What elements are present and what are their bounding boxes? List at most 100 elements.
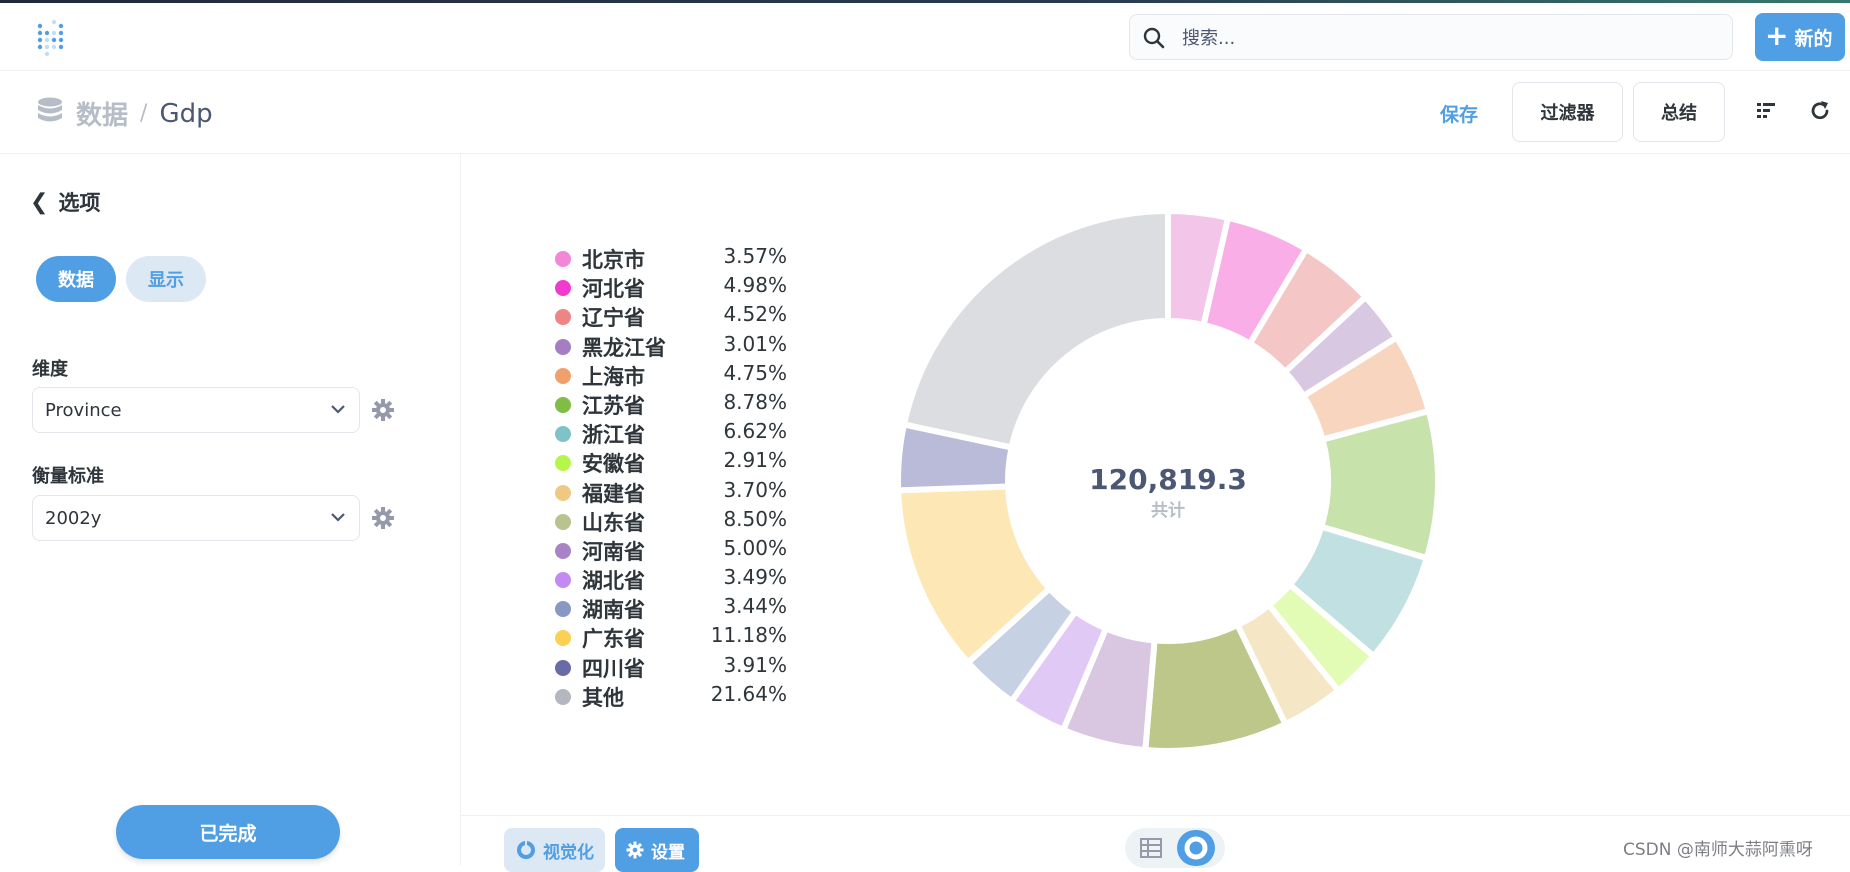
legend-item[interactable]: 山东省 8.50% <box>555 507 787 536</box>
measure-select[interactable]: 2002y <box>32 495 360 541</box>
donut-slice[interactable] <box>900 207 1171 452</box>
legend-percent: 11.18% <box>710 623 787 648</box>
visualization-label: 视觉化 <box>543 842 594 863</box>
notebook-editor-icon[interactable] <box>1754 98 1780 124</box>
legend-swatch <box>555 484 571 501</box>
legend-percent: 6.62% <box>723 419 787 444</box>
save-button[interactable]: 保存 <box>1440 104 1479 126</box>
legend-label: 四川省 <box>582 656 645 681</box>
database-icon <box>38 97 62 122</box>
donut-chart-icon <box>517 841 535 859</box>
legend-label: 湖北省 <box>582 569 645 594</box>
view-toggle[interactable] <box>1125 828 1225 868</box>
legend-percent: 4.98% <box>723 273 787 298</box>
legend-item[interactable]: 湖北省 3.49% <box>555 565 787 594</box>
back-to-options[interactable]: ❮ 选项 <box>30 187 100 217</box>
legend-percent: 3.91% <box>723 652 787 677</box>
legend-swatch <box>555 572 571 589</box>
watermark-text: CSDN @南师大蒜阿熏呀 <box>1623 840 1813 860</box>
chart-settings-sidebar: ❮ 选项 数据 显示 维度 Province 衡量标准 2002y 已完成 <box>0 154 461 866</box>
legend-swatch <box>555 251 571 267</box>
legend-percent: 5.00% <box>723 535 787 560</box>
done-button[interactable]: 已完成 <box>116 805 340 859</box>
legend-percent: 3.57% <box>723 244 787 268</box>
legend-swatch <box>555 659 571 676</box>
legend-percent: 2.91% <box>723 448 787 473</box>
legend-label: 辽宁省 <box>582 306 645 331</box>
legend-percent: 3.44% <box>723 594 787 619</box>
legend-item[interactable]: 浙江省 6.62% <box>555 419 787 448</box>
legend-swatch <box>555 280 571 297</box>
legend-item[interactable]: 江苏省 8.78% <box>555 390 787 419</box>
legend-percent: 8.78% <box>723 389 787 414</box>
dimension-label: 维度 <box>32 359 68 380</box>
chart-area: 北京市 3.57% 河北省 4.98% 辽宁省 4.52% 黑龙江省 3.01% 上海市 4.75… <box>461 154 1850 814</box>
legend-item[interactable]: 河北省 4.98% <box>555 273 787 302</box>
table-icon[interactable] <box>1139 836 1163 860</box>
metabase-logo-icon[interactable] <box>34 18 74 58</box>
search-input[interactable] <box>1180 23 1704 53</box>
legend-percent: 3.01% <box>723 331 787 356</box>
bottom-bar: 视觉化 设置 <box>461 815 1850 872</box>
dimension-select[interactable]: Province <box>32 387 360 433</box>
legend-percent: 3.49% <box>723 565 787 590</box>
legend-item[interactable]: 河南省 5.00% <box>555 536 787 565</box>
legend-swatch <box>555 688 571 705</box>
legend-label: 河南省 <box>582 539 645 564</box>
legend-label: 浙江省 <box>582 423 645 448</box>
legend-item[interactable]: 辽宁省 4.52% <box>555 302 787 331</box>
chart-legend: 北京市 3.57% 河北省 4.98% 辽宁省 4.52% 黑龙江省 3.01% 上海市 4.75… <box>555 244 787 711</box>
measure-value: 2002y <box>45 507 102 529</box>
breadcrumb-table[interactable]: Gdp <box>159 98 213 129</box>
refresh-icon[interactable] <box>1807 98 1833 124</box>
legend-label: 广东省 <box>582 627 645 652</box>
plus-icon: + <box>1765 18 1789 52</box>
legend-label: 湖南省 <box>582 598 645 623</box>
legend-item[interactable]: 福建省 3.70% <box>555 478 787 507</box>
legend-item[interactable]: 北京市 3.57% <box>555 244 787 273</box>
legend-label: 山东省 <box>582 510 645 535</box>
gear-icon <box>626 841 644 859</box>
legend-item[interactable]: 安徽省 2.91% <box>555 448 787 477</box>
legend-swatch <box>555 396 571 413</box>
tab-data[interactable]: 数据 <box>36 256 116 302</box>
breadcrumb-database[interactable]: 数据 <box>76 101 129 131</box>
legend-label: 福建省 <box>582 481 645 506</box>
legend-label: 江苏省 <box>582 393 645 418</box>
legend-label: 北京市 <box>582 248 645 272</box>
legend-item[interactable]: 黑龙江省 3.01% <box>555 332 787 361</box>
legend-item[interactable]: 上海市 4.75% <box>555 361 787 390</box>
summarize-button[interactable]: 总结 <box>1633 82 1725 142</box>
legend-percent: 4.52% <box>723 302 787 327</box>
settings-label: 设置 <box>651 842 685 863</box>
legend-percent: 4.75% <box>723 360 787 385</box>
filter-button[interactable]: 过滤器 <box>1512 82 1623 142</box>
total-label: 共计 <box>1151 500 1185 521</box>
legend-item[interactable]: 湖南省 3.44% <box>555 594 787 623</box>
search-box[interactable] <box>1129 14 1733 60</box>
settings-button[interactable]: 设置 <box>615 828 699 872</box>
legend-swatch <box>555 426 571 443</box>
top-accent-bar <box>0 0 1850 3</box>
tab-display[interactable]: 显示 <box>126 256 206 302</box>
legend-swatch <box>555 309 571 326</box>
donut-chart-icon <box>1184 836 1208 860</box>
new-button-label: 新的 <box>1794 27 1833 50</box>
gear-icon[interactable] <box>370 505 396 531</box>
legend-percent: 3.70% <box>723 477 787 502</box>
new-button[interactable]: + 新的 <box>1755 13 1845 61</box>
legend-swatch <box>555 513 571 530</box>
legend-label: 上海市 <box>582 364 645 389</box>
measure-label: 衡量标准 <box>32 466 104 487</box>
legend-label: 河北省 <box>582 277 645 302</box>
total-value: 120,819.3 <box>1089 463 1247 496</box>
legend-item[interactable]: 广东省 11.18% <box>555 623 787 652</box>
dimension-value: Province <box>45 399 122 421</box>
gear-icon[interactable] <box>370 397 396 423</box>
legend-item[interactable]: 四川省 3.91% <box>555 653 787 682</box>
back-label: 选项 <box>58 191 101 215</box>
legend-item[interactable]: 其他 21.64% <box>555 682 787 711</box>
legend-label: 安徽省 <box>582 452 645 477</box>
visualization-button[interactable]: 视觉化 <box>504 828 605 872</box>
chart-view-toggle[interactable] <box>1177 830 1215 866</box>
